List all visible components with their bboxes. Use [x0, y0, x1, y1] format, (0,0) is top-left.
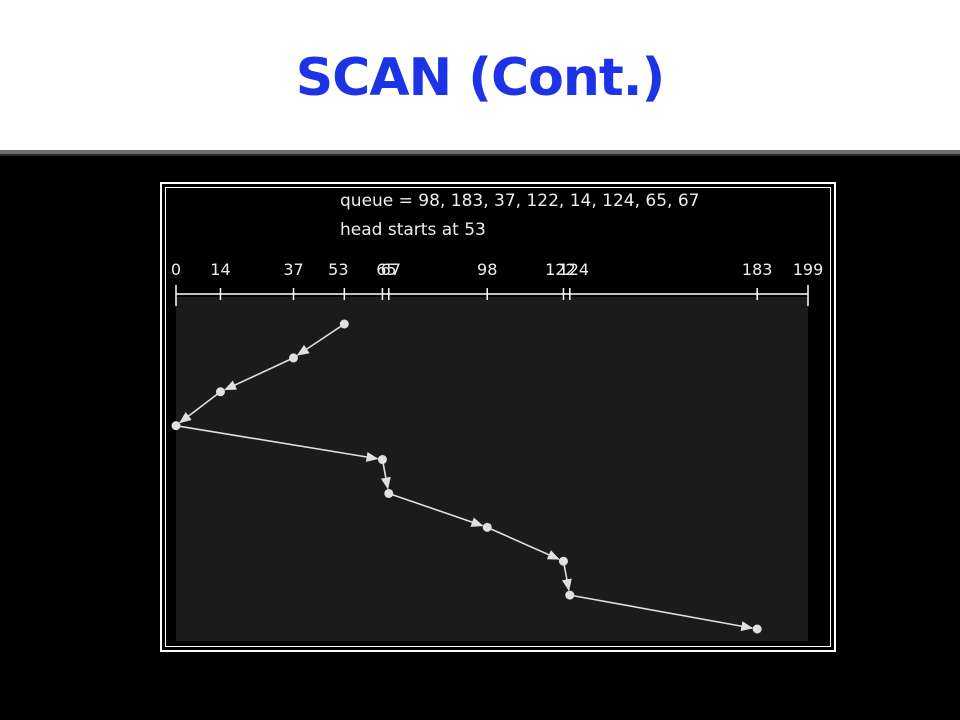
head-move-arrow: [569, 594, 754, 632]
plot-area: [176, 297, 808, 641]
title-divider-shadow: [0, 154, 960, 156]
head-move-arrow: [224, 357, 294, 391]
head-start-caption: head starts at 53: [340, 220, 486, 240]
tick-label: 65: [376, 260, 396, 279]
head-move-arrow: [175, 424, 379, 462]
request-point: [752, 624, 762, 634]
tick-label: 124: [559, 260, 590, 279]
tick-label: 53: [328, 260, 348, 279]
slide-title: SCAN (Cont.): [295, 48, 666, 108]
head-move-arrow: [380, 459, 391, 490]
request-point: [384, 488, 394, 498]
tick-label: 98: [477, 260, 497, 279]
request-point: [339, 319, 349, 329]
request-point: [565, 590, 575, 600]
queue-caption: queue = 98, 183, 37, 122, 14, 124, 65, 6…: [340, 191, 699, 211]
title-area: SCAN (Cont.): [0, 0, 960, 150]
tick-label: 199: [793, 260, 824, 279]
tick-label: 122: [545, 260, 576, 279]
request-point: [171, 421, 181, 431]
scan-head-path: [171, 319, 762, 634]
request-point: [482, 522, 492, 532]
request-point: [215, 387, 225, 397]
scan-figure-inner-border: [165, 187, 831, 647]
scan-figure: queue = 98, 183, 37, 122, 14, 124, 65, 6…: [160, 182, 836, 652]
tick-label: 183: [742, 260, 773, 279]
tick-label: 0: [171, 260, 181, 279]
scan-diagram: queue = 98, 183, 37, 122, 14, 124, 65, 6…: [171, 191, 823, 641]
head-move-arrow: [561, 561, 572, 592]
head-move-arrow: [179, 391, 221, 424]
head-move-arrow: [486, 526, 560, 560]
tick-label: 67: [381, 260, 401, 279]
head-move-arrow: [296, 323, 345, 356]
head-move-arrow: [388, 492, 484, 527]
tick-label: 14: [210, 260, 230, 279]
tick-label: 37: [283, 260, 303, 279]
request-point: [377, 455, 387, 465]
request-point: [558, 556, 568, 566]
title-divider: [0, 150, 960, 154]
request-point: [289, 353, 299, 363]
